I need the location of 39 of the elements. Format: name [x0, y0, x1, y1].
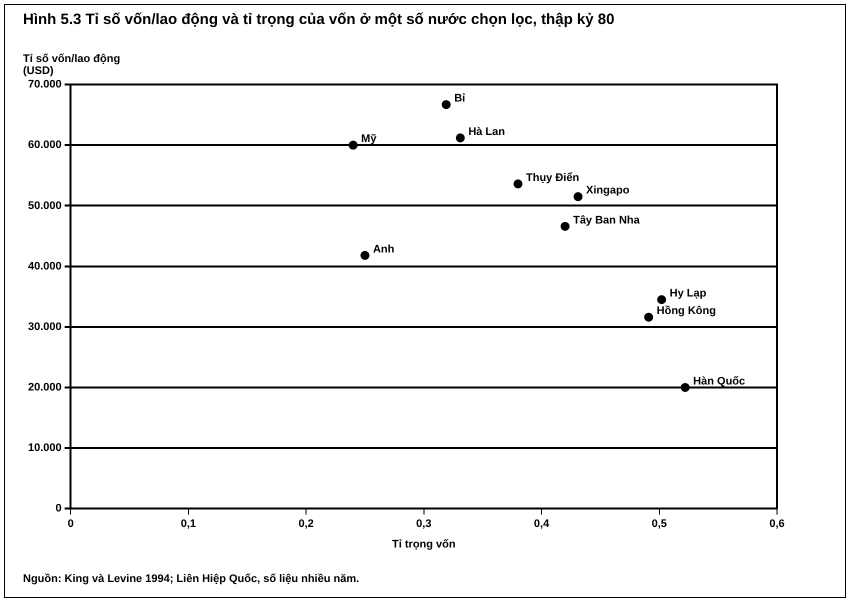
annotation: Hy Lạp: [670, 288, 707, 300]
y-tick-label: 60.000: [28, 139, 62, 152]
y-tick-label: 0: [56, 502, 62, 515]
x-tick-label: 0,1: [180, 518, 196, 530]
x-tick-label: 0,4: [534, 518, 550, 530]
x-axis-title: Tỉ trọng vốn: [392, 538, 456, 550]
annotation: Bỉ: [454, 92, 466, 105]
chart-title: Hình 5.3 Tỉ số vốn/lao động và tỉ trọng của vốn ở một số nước chọn lọc, thập kỷ 80: [23, 11, 616, 29]
point: [442, 100, 451, 110]
text: Nguồn: King và Levine 1994; Liên Hiệp Quốc, số liệu nhiều năm.: [23, 573, 360, 585]
point: [644, 312, 654, 322]
x-tick-label: 0,6: [769, 518, 785, 530]
annotation: Hàn Quốc: [693, 375, 746, 388]
annotation: Xingapo: [586, 184, 630, 197]
y-tick-label: 50.000: [28, 200, 62, 212]
point: [560, 222, 570, 231]
y-axis-title: Tỉ số vốn/lao động (USD): [23, 53, 120, 77]
y-tick-label: 20.000: [28, 381, 62, 394]
point: [657, 295, 666, 304]
annotation: Tây Ban Nha: [573, 214, 641, 226]
y-tick-label: 40.000: [28, 260, 62, 272]
annotation: Anh: [372, 243, 395, 256]
x-tick-label: 0,2: [298, 518, 314, 530]
point: [574, 192, 583, 202]
point: [456, 133, 465, 142]
y-tick-label: 10.000: [28, 442, 62, 454]
annotation: Mỹ: [361, 133, 378, 146]
point: [680, 382, 690, 392]
annotation: Hà Lan: [468, 126, 506, 138]
x-tick-label: 0,5: [652, 518, 667, 530]
point: [348, 140, 358, 150]
point: [360, 250, 370, 260]
annotation: Thụy Điển: [526, 172, 580, 184]
annotation: Hồng Kông: [656, 305, 716, 318]
x-tick-label: 0: [68, 518, 74, 530]
point: [514, 179, 523, 188]
x-tick-label: 0,3: [416, 518, 432, 530]
y-tick-label: 70.000: [28, 78, 62, 91]
y-tick-label: 30.000: [28, 320, 62, 333]
